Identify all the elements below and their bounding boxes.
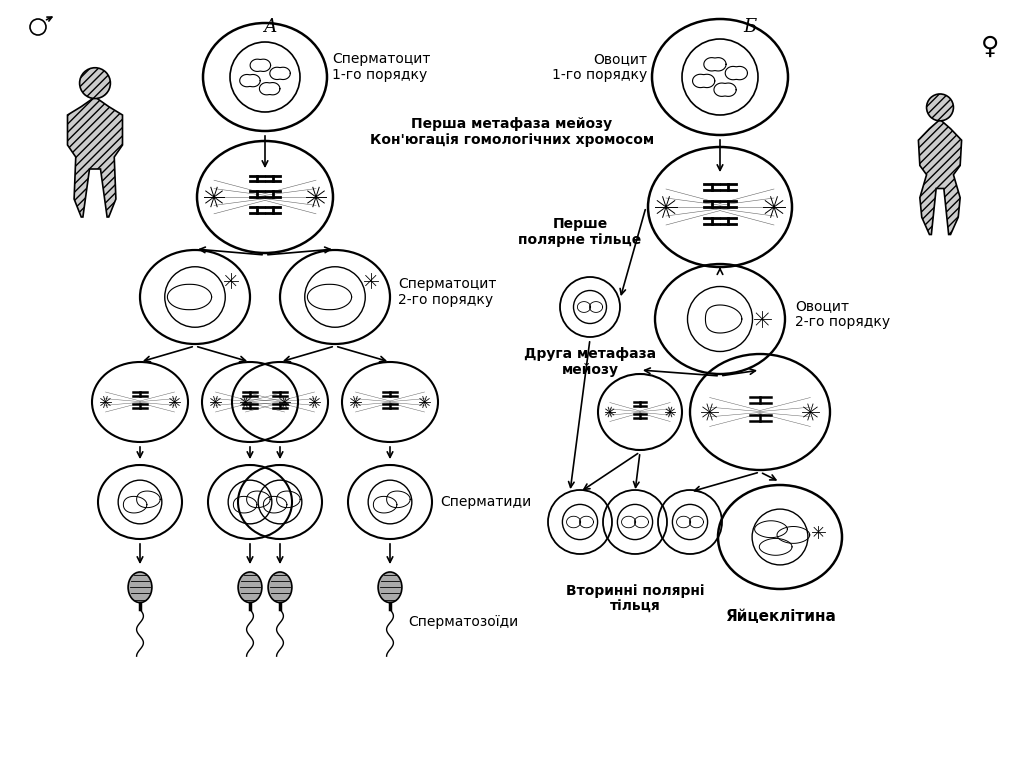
Text: Б: Б [743,18,757,36]
Text: Сперматоцит
1-го порядку: Сперматоцит 1-го порядку [332,52,430,82]
Text: Перша метафаза мейозу
Кон'югація гомологічних хромосом: Перша метафаза мейозу Кон'югація гомолог… [370,117,654,147]
PathPatch shape [68,97,123,217]
Text: Перше
полярне тільце: Перше полярне тільце [518,217,642,247]
Text: Овоцит
1-го порядку: Овоцит 1-го порядку [552,52,647,82]
Text: Сперматиди: Сперматиди [440,495,531,509]
Circle shape [927,94,953,121]
Text: А: А [263,18,276,36]
Text: Овоцит
2-го порядку: Овоцит 2-го порядку [795,299,890,329]
Ellipse shape [128,572,152,603]
Text: Сперматоцит
2-го порядку: Сперматоцит 2-го порядку [398,277,497,307]
Circle shape [80,67,111,98]
Text: Сперматозоїди: Сперматозоїди [408,615,518,629]
Ellipse shape [268,572,292,603]
PathPatch shape [919,120,962,235]
Text: ♀: ♀ [981,35,999,59]
Ellipse shape [378,572,401,603]
Text: Яйцеклітина: Яйцеклітина [725,609,836,624]
Ellipse shape [239,572,262,603]
Text: Вторинні полярні
тільця: Вторинні полярні тільця [565,584,705,614]
Text: Друга метафаза
мейозу: Друга метафаза мейозу [524,347,656,377]
